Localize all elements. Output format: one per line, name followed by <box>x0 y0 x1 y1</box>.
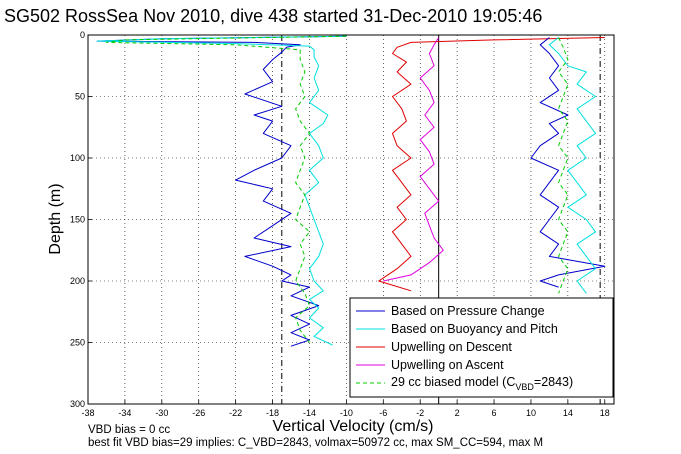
series-line-upwelling-on-descent <box>378 37 605 292</box>
footer-line-2: best fit VBD bias=29 implies: C_VBD=2843… <box>88 437 543 449</box>
y-tick-label: 300 <box>70 399 85 409</box>
x-tick-label: -22 <box>229 408 242 418</box>
legend-model-prefix: 29 cc biased model (C <box>391 375 515 389</box>
y-tick-labels: 0 50 100 150 200 250 300 <box>70 30 85 409</box>
y-tick-label: 200 <box>70 276 85 286</box>
footer-line-1: VBD bias = 0 cc <box>88 424 170 436</box>
x-tick-label: -18 <box>266 408 279 418</box>
legend-label-pressure: Based on Pressure Change <box>391 304 545 318</box>
legend-model-suffix: =2843) <box>534 375 573 389</box>
grid <box>87 34 614 405</box>
series-line-based-on-buoyancy-and-pitch <box>96 35 347 346</box>
y-tick-label: 0 <box>80 30 85 40</box>
chart-title: SG502 RossSea Nov 2010, dive 438 started… <box>4 6 542 26</box>
y-tick-label: 50 <box>75 92 85 102</box>
legend-model-subscript: VBD <box>515 382 534 392</box>
x-tick-label: -10 <box>340 408 353 418</box>
legend-box <box>349 297 614 398</box>
x-tick-label: 2 <box>455 408 460 418</box>
x-tick-label: -34 <box>118 408 131 418</box>
legend-label-buoyancy: Based on Buoyancy and Pitch <box>391 322 558 336</box>
x-tick-label: 14 <box>563 408 573 418</box>
x-tick-labels: -38 -34 -30 -26 -22 -18 -14 -10 -6 -2 2 6 10 14 18 <box>81 408 609 418</box>
x-tick-label: 18 <box>600 408 610 418</box>
x-tick-label: -26 <box>192 408 205 418</box>
series-line-29-cc-biased-model-c-vbd-2843 <box>106 35 347 343</box>
x-tick-label: -6 <box>379 408 387 418</box>
plot-frame <box>87 34 615 405</box>
series-line-ascent-29-cc-biased-model-c-vbd-2843 <box>558 37 569 294</box>
y-tick-label: 250 <box>70 338 85 348</box>
series-line-ascent-based-on-pressure-change <box>530 37 606 288</box>
series-line-ascent-based-on-buoyancy-and-pitch <box>548 37 596 294</box>
x-tick-label: -2 <box>416 408 424 418</box>
series-group <box>96 35 606 347</box>
y-axis-label: Depth (m) <box>47 183 64 254</box>
x-tick-label: -38 <box>81 408 94 418</box>
series-line-based-on-pressure-change <box>96 35 347 347</box>
legend-label-ascent: Upwelling on Ascent <box>391 358 504 372</box>
x-tick-label: -30 <box>155 408 168 418</box>
series-line-upwelling-on-ascent <box>383 37 444 282</box>
x-tick-label: 10 <box>526 408 536 418</box>
x-tick-label: -14 <box>303 408 316 418</box>
y-tick-label: 150 <box>70 215 85 225</box>
x-tick-label: 6 <box>492 408 497 418</box>
x-axis-label: Vertical Velocity (cm/s) <box>273 418 434 435</box>
legend: Based on Pressure Change Based on Buoyan… <box>349 297 614 398</box>
legend-label-model: 29 cc biased model (CVBD=2843) <box>391 375 573 392</box>
legend-label-descent: Upwelling on Descent <box>391 340 512 354</box>
y-tick-label: 100 <box>70 153 85 163</box>
